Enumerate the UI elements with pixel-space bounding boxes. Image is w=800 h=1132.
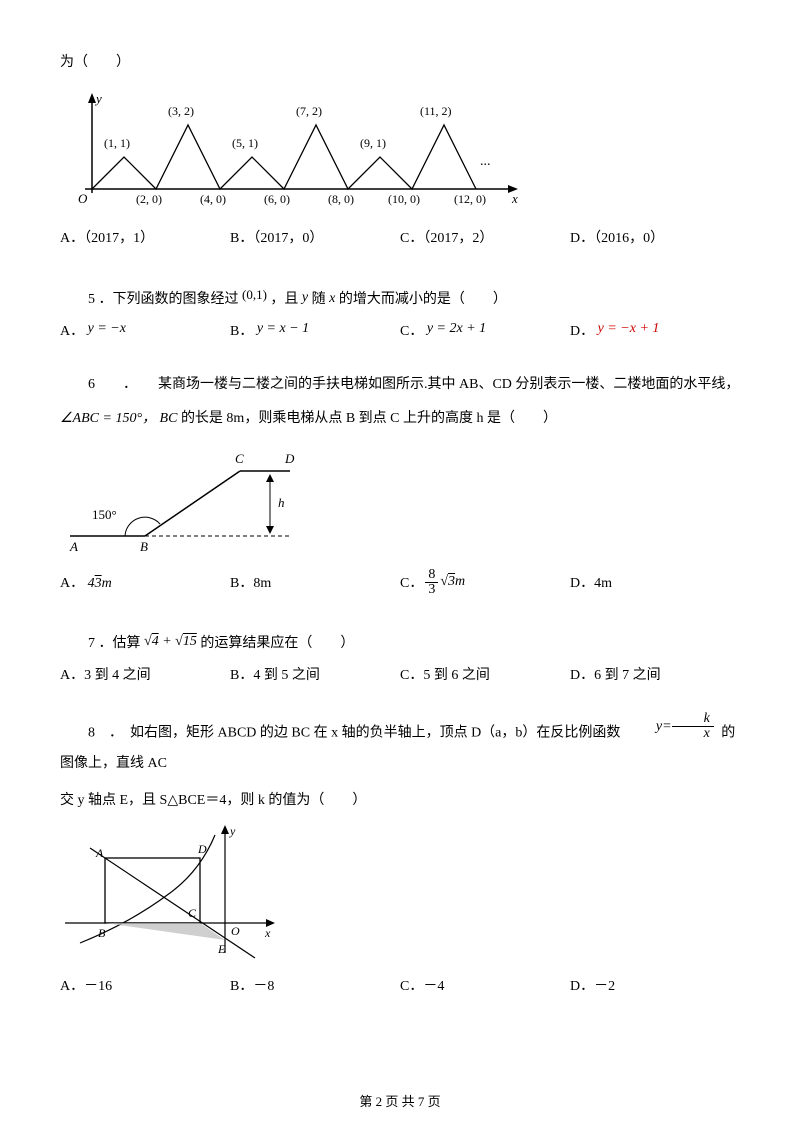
svg-text:(12, 0): (12, 0) [454, 192, 486, 206]
q5-d-label: D． [570, 324, 594, 339]
q8-text-line1: 8 ． 如右图，矩形 ABCD 的边 BC 在 x 轴的负半轴上，顶点 D（a，… [60, 718, 740, 780]
q5-y: y [302, 290, 308, 305]
q5-b-expr: y = x − 1 [257, 321, 309, 336]
q8-option-d: D．－2 [570, 975, 740, 995]
q5-text: 5 ．下列函数的图象经过 (0,1) ，且 y 随 x 的增大而减小的是（ ） [60, 287, 740, 312]
svg-text:(4, 0): (4, 0) [200, 192, 226, 206]
q6-rest: 的长是 8m，则乘电梯从点 B 到点 C 上升的高度 h 是（ ） [181, 411, 557, 426]
q5-option-a: A． y = −x [60, 320, 230, 340]
q4-figure: y x O ... (1, 1) (3, 2) (5, 1) (7, 2) (9… [60, 85, 740, 215]
q6-option-c: C． 8 3 √3m [400, 568, 570, 597]
q6-a-m: m [102, 576, 112, 591]
q4-options: A．（2017，1） B．（2017，0） C．（2017，2） D．（2016… [60, 227, 740, 247]
q6-figure: A B C D h 150° [60, 441, 740, 556]
q8-text-line2: 交 y 轴点 E，且 S△BCE＝4，则 k 的值为（ ） [60, 788, 740, 813]
svg-text:(9, 1): (9, 1) [360, 136, 386, 150]
q8-option-c: C．－4 [400, 975, 570, 995]
q7-options: A．3 到 4 之间 B．4 到 5 之间 C．5 到 6 之间 D．6 到 7… [60, 664, 740, 684]
q6-options: A． 43m B．8m C． 8 3 √3m D．4m [60, 568, 740, 597]
q5-d-expr: y = −x + 1 [598, 321, 660, 336]
q8-text-a: 8 ． 如右图，矩形 ABCD 的边 BC 在 x 轴的负半轴上，顶点 D（a，… [88, 726, 620, 741]
svg-text:(1, 1): (1, 1) [104, 136, 130, 150]
svg-text:E: E [217, 942, 226, 956]
q8-expr-bot: x [672, 727, 714, 741]
svg-text:A: A [95, 846, 104, 860]
q5-option-c: C． y = 2x + 1 [400, 320, 570, 340]
q4-prefix: 为（ ） [60, 50, 740, 75]
svg-text:x: x [264, 926, 271, 940]
svg-text:y: y [229, 824, 236, 838]
q7-text: 7 ．估算 √4 + √15 的运算结果应在（ ） [60, 631, 740, 656]
svg-text:x: x [511, 191, 518, 206]
q6-bc: BC [160, 411, 178, 426]
q8-expr-pre: y= [656, 719, 672, 734]
q5-b-label: B． [230, 324, 253, 339]
q4-option-a: A．（2017，1） [60, 227, 230, 247]
q8-figure: y x O A D B C E [60, 823, 740, 963]
q7-option-c: C．5 到 6 之间 [400, 664, 570, 684]
q8-expr-top: k [672, 712, 714, 727]
q5-options: A． y = −x B． y = x − 1 C． y = 2x + 1 D． … [60, 320, 740, 340]
svg-text:(6, 0): (6, 0) [264, 192, 290, 206]
q6-c-label: C． [400, 572, 423, 592]
svg-text:(7, 2): (7, 2) [296, 104, 322, 118]
svg-text:(8, 0): (8, 0) [328, 192, 354, 206]
q6-c-bot: 3 [425, 583, 438, 597]
q7-option-a: A．3 到 4 之间 [60, 664, 230, 684]
q5-text-b: ，且 [270, 292, 298, 307]
q5-a-label: A． [60, 324, 84, 339]
q6-a-label: A． [60, 576, 84, 591]
q5-text-c: 随 [312, 292, 326, 307]
svg-text:(2, 0): (2, 0) [136, 192, 162, 206]
q5-mid: (0,1) [242, 287, 267, 302]
q5-a-expr: y = −x [88, 321, 126, 336]
svg-text:B: B [140, 539, 148, 554]
q5-x: x [329, 291, 335, 306]
q5-option-b: B． y = x − 1 [230, 320, 400, 340]
svg-text:(3, 2): (3, 2) [168, 104, 194, 118]
q7-text-b: 的运算结果应在（ ） [200, 636, 354, 651]
svg-text:C: C [235, 451, 244, 466]
q4-option-c: C．（2017，2） [400, 227, 570, 247]
svg-text:150°: 150° [92, 507, 117, 522]
svg-text:(10, 0): (10, 0) [388, 192, 420, 206]
q6-text-line1: 6 ． 某商场一楼与二楼之间的手扶电梯如图所示.其中 AB、CD 分别表示一楼、… [60, 372, 740, 397]
q6-c-top: 8 [425, 568, 438, 583]
q7-option-d: D．6 到 7 之间 [570, 664, 740, 684]
q5-option-d: D． y = −x + 1 [570, 320, 740, 340]
q5-text-a: 5 ．下列函数的图象经过 [88, 292, 239, 307]
q5-text-d: 的增大而减小的是（ ） [339, 292, 507, 307]
q6-option-b: B．8m [230, 572, 400, 592]
q5-c-expr: y = 2x + 1 [427, 321, 486, 336]
svg-text:y: y [94, 91, 102, 106]
q6-option-a: A． 43m [60, 572, 230, 592]
q5-c-label: C． [400, 324, 423, 339]
q8-options: A．－16 B．－8 C．－4 D．－2 [60, 975, 740, 995]
svg-text:(11, 2): (11, 2) [420, 104, 452, 118]
q6-angle: ∠ABC = 150°， [60, 411, 156, 426]
q6-text-line2: ∠ABC = 150°， BC 的长是 8m，则乘电梯从点 B 到点 C 上升的… [60, 406, 740, 431]
q6-option-d: D．4m [570, 572, 740, 592]
svg-text:...: ... [480, 154, 491, 169]
q4-option-d: D．（2016，0） [570, 227, 740, 247]
q8-option-b: B．－8 [230, 975, 400, 995]
page-footer: 第 2 页 共 7 页 [0, 1091, 800, 1110]
q8-option-a: A．－16 [60, 975, 230, 995]
svg-text:h: h [278, 495, 285, 510]
q7-text-a: 7 ．估算 [88, 636, 141, 651]
svg-text:D: D [284, 451, 295, 466]
svg-text:O: O [78, 191, 88, 206]
svg-text:(5, 1): (5, 1) [232, 136, 258, 150]
q4-option-b: B．（2017，0） [230, 227, 400, 247]
svg-text:O: O [231, 924, 240, 938]
svg-text:A: A [69, 539, 78, 554]
q7-option-b: B．4 到 5 之间 [230, 664, 400, 684]
